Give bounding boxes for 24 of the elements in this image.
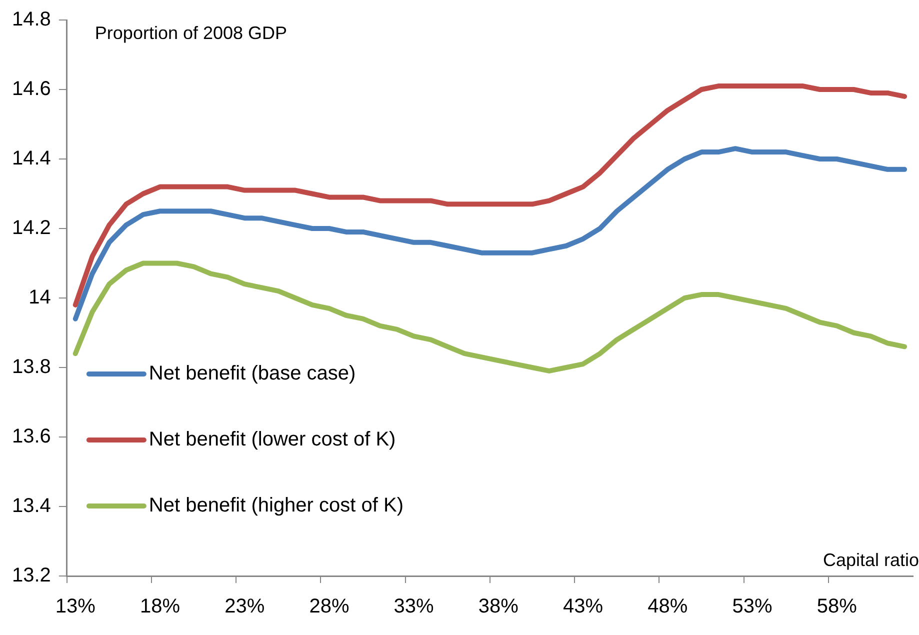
x-tick-label: 28% bbox=[309, 596, 350, 618]
y-tick-label: 14.8 bbox=[12, 8, 51, 31]
x-tick-label: 43% bbox=[563, 596, 604, 618]
y-tick-label: 14 bbox=[28, 286, 51, 309]
x-tick-label: 18% bbox=[140, 596, 180, 618]
legend-label: Net benefit (base case) bbox=[148, 362, 356, 385]
y-tick-label: 13.4 bbox=[12, 495, 51, 518]
legend-label: Net benefit (lower cost of K) bbox=[148, 428, 396, 451]
y-tick-label: 14.6 bbox=[12, 78, 51, 100]
legend-label: Net benefit (higher cost of K) bbox=[148, 494, 404, 517]
y-tick-label: 14.2 bbox=[12, 217, 51, 240]
y-axis-title: Proportion of 2008 GDP bbox=[94, 22, 288, 43]
y-tick-label: 13.2 bbox=[12, 564, 51, 587]
x-tick-label: 13% bbox=[55, 596, 96, 618]
y-tick-label: 14.4 bbox=[12, 148, 51, 170]
x-tick-label: 58% bbox=[816, 596, 858, 618]
y-tick-label: 13.6 bbox=[12, 426, 51, 448]
x-tick-label: 33% bbox=[394, 596, 434, 618]
x-axis-title: Capital ratio bbox=[822, 550, 919, 570]
y-tick-label: 13.8 bbox=[12, 356, 51, 378]
x-tick-label: 38% bbox=[478, 596, 519, 618]
x-tick-label: 48% bbox=[648, 596, 688, 618]
x-tick-label: 53% bbox=[732, 596, 772, 618]
x-tick-label: 23% bbox=[224, 596, 265, 618]
